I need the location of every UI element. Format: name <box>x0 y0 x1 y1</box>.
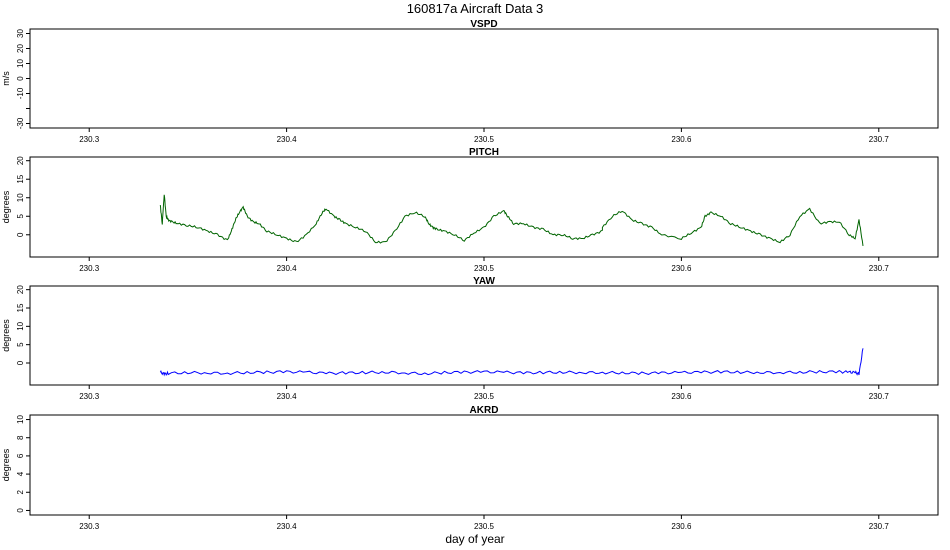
x-tick-label: 230.4 <box>277 392 298 401</box>
panel-vspd: VSPD m/s 230.3 230.4 230.5 230.6 230.7 -30 -10 0 1… <box>1 19 939 144</box>
y-tick-label: 4 <box>16 471 25 476</box>
panel-title: PITCH <box>469 147 499 158</box>
y-tick-label: 10 <box>16 193 25 202</box>
y-tick-label: 10 <box>16 415 25 424</box>
x-tick-label: 230.7 <box>869 264 890 273</box>
x-tick-label: 230.3 <box>79 522 100 531</box>
y-tick-label: 2 <box>16 489 25 494</box>
x-tick-label: 230.5 <box>474 264 495 273</box>
y-tick-label: 15 <box>16 174 25 183</box>
x-tick-label: 230.4 <box>277 264 298 273</box>
y-axis-label: m/s <box>1 71 11 86</box>
x-tick-label: 230.6 <box>671 264 692 273</box>
y-tick-label: 10 <box>16 59 25 68</box>
y-tick-label: 10 <box>16 321 25 330</box>
plot-frame <box>29 156 939 258</box>
y-tick-label: 30 <box>16 29 25 38</box>
y-tick-label: 6 <box>16 453 25 458</box>
x-tick-label: 230.6 <box>671 392 692 401</box>
y-tick-label: 15 <box>16 303 25 312</box>
plot-frame <box>29 414 939 516</box>
panel-title: AKRD <box>470 405 499 416</box>
y-tick-label: 20 <box>16 44 25 53</box>
series-line-yaw <box>159 348 864 377</box>
y-tick-label: 0 <box>16 360 25 365</box>
y-tick-label: 0 <box>16 76 25 81</box>
x-tick-label: 230.7 <box>869 522 890 531</box>
x-tick-label: 230.5 <box>474 135 495 144</box>
y-axis-label: degrees <box>1 448 11 481</box>
series-line-pitch <box>159 194 864 246</box>
y-tick-label: -10 <box>16 87 25 99</box>
panel-title: YAW <box>473 276 495 287</box>
x-tick-label: 230.6 <box>671 135 692 144</box>
x-tick-label: 230.7 <box>869 135 890 144</box>
x-tick-label: 230.4 <box>277 522 298 531</box>
x-tick-label: 230.3 <box>79 264 100 273</box>
x-tick-label: 230.5 <box>474 392 495 401</box>
plot-frame <box>29 285 939 386</box>
x-tick-label: 230.3 <box>79 392 100 401</box>
panel-pitch: PITCH degrees 230.3 230.4 230.5 230.6 230.7 0 5 1… <box>1 147 939 273</box>
figure-title: 160817a Aircraft Data 3 <box>407 1 544 16</box>
panel-title: VSPD <box>470 19 497 30</box>
plot-frame <box>29 28 939 129</box>
chart-panels: VSPD m/s 230.3 230.4 230.5 230.6 230.7 -30 -10 0 1… <box>1 19 939 531</box>
panel-yaw: YAW degrees 230.3 230.4 230.5 230.6 230.7 0 5 10 1… <box>1 276 939 401</box>
y-tick-label: 20 <box>16 156 25 165</box>
x-tick-label: 230.3 <box>79 135 100 144</box>
y-tick-label: 5 <box>16 342 25 347</box>
y-axis-label: degrees <box>1 319 11 352</box>
x-tick-label: 230.7 <box>869 392 890 401</box>
panel-akrd: AKRD degrees 230.3 230.4 230.5 230.6 230.7 0 2 4 6… <box>1 405 939 531</box>
y-tick-label: -30 <box>16 117 25 129</box>
x-tick-label: 230.6 <box>671 522 692 531</box>
y-tick-label: 0 <box>16 508 25 513</box>
x-tick-label: 230.4 <box>277 135 298 144</box>
x-axis-label: day of year <box>445 532 504 546</box>
y-axis-label: degrees <box>1 190 11 223</box>
y-tick-label: 20 <box>16 285 25 294</box>
x-tick-label: 230.5 <box>474 522 495 531</box>
y-tick-label: 8 <box>16 435 25 440</box>
y-tick-label: 5 <box>16 213 25 218</box>
y-tick-label: 0 <box>16 232 25 237</box>
